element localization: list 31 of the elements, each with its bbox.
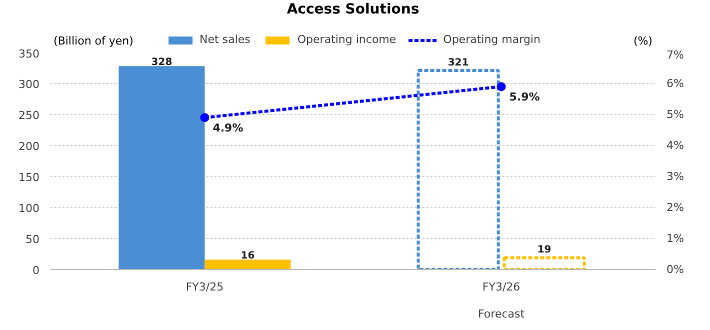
data-label: 5.9% xyxy=(509,90,540,104)
y2-tick-label: 7% xyxy=(666,48,684,62)
data-label: 4.9% xyxy=(212,122,244,135)
x-tick-label: FY3/26 xyxy=(482,280,520,294)
y-axis-title: (Billion of yen) xyxy=(54,34,134,48)
legend-label: Operating margin xyxy=(443,33,540,46)
y2-tick-label: 1% xyxy=(666,232,684,245)
y-tick-label: 100 xyxy=(18,202,40,215)
data-label: 16 xyxy=(240,250,255,262)
legend-label: Operating income xyxy=(297,33,396,46)
text: Forecast xyxy=(478,308,526,320)
data-label: 321 xyxy=(448,57,469,68)
y-tick-label: 150 xyxy=(18,171,40,184)
chart-title: Access Solutions xyxy=(286,1,420,18)
y2-tick-label: 2% xyxy=(666,201,684,214)
y-tick-label: 0 xyxy=(32,264,40,277)
data-label: 19 xyxy=(537,244,552,256)
y-tick-label: 250 xyxy=(18,109,40,122)
legend-label: Net sales xyxy=(200,33,250,46)
y-tick-label: 50 xyxy=(26,233,40,246)
y2-tick-label: 6% xyxy=(666,77,684,90)
y2-axis-title: (%) xyxy=(633,34,652,48)
y-tick-label: 300 xyxy=(18,78,40,91)
y2-tick-label: 3% xyxy=(666,170,684,183)
y2-tick-label: 5% xyxy=(666,108,684,121)
y2-tick-label: 4% xyxy=(666,139,684,152)
y-tick-label: 200 xyxy=(18,140,40,153)
x-tick-label: FY3/25 xyxy=(186,280,224,294)
y-tick-label: 350 xyxy=(18,48,40,60)
data-label: 328 xyxy=(151,57,172,68)
y2-tick-label: 0% xyxy=(666,263,684,276)
